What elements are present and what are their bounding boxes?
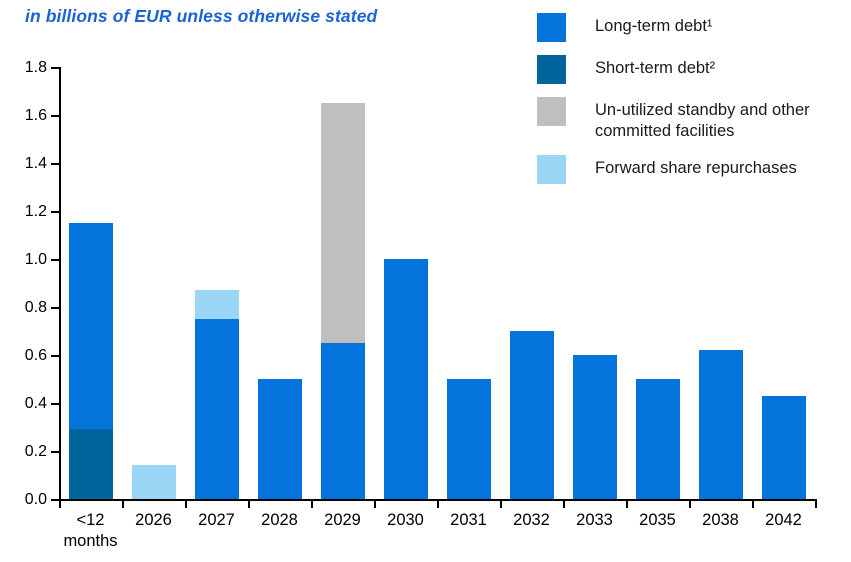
x-axis-tick [122, 501, 124, 508]
y-axis-tick [51, 355, 59, 357]
bar-segment [509, 331, 554, 499]
legend-label: Un-utilized standby and other committed … [595, 101, 810, 141]
y-axis-tick [51, 499, 59, 501]
x-axis-tick [374, 501, 376, 508]
bar-segment [320, 343, 365, 499]
bar-segment [131, 465, 176, 499]
x-axis-label: 2033 [576, 511, 613, 529]
bar-segment [446, 379, 491, 499]
x-axis-tick [626, 501, 628, 508]
x-axis-label: <12 months [63, 511, 118, 551]
y-axis-tick [51, 307, 59, 309]
x-axis-tick [815, 501, 817, 508]
legend-swatch-icon [537, 155, 566, 185]
chart-title: in billions of EUR unless otherwise stat… [25, 6, 378, 26]
x-axis-tick [437, 501, 439, 508]
x-axis-label: 2026 [135, 511, 172, 529]
y-axis-line [59, 67, 61, 501]
x-axis-label: 2029 [324, 511, 361, 529]
x-axis-label: 2042 [765, 511, 802, 529]
x-axis-label: 2031 [450, 511, 487, 529]
legend-swatch-icon [537, 97, 566, 126]
x-axis-label: 2035 [639, 511, 676, 529]
legend-item: Long-term debt¹ [537, 13, 837, 42]
y-axis-label: 1.8 [24, 59, 47, 76]
x-axis-label: 2030 [387, 511, 424, 529]
bar-segment [68, 429, 113, 499]
y-axis-label: 0.8 [24, 299, 47, 316]
legend-item: Short-term debt² [537, 55, 837, 84]
bar-segment [194, 290, 239, 319]
legend-item: Forward share repurchases [537, 155, 837, 185]
y-axis-tick [51, 163, 59, 165]
x-axis-label: 2032 [513, 511, 550, 529]
legend-label: Long-term debt¹ [595, 17, 713, 35]
legend-item: Un-utilized standby and other committed … [537, 97, 837, 142]
y-axis-tick [51, 451, 59, 453]
legend-label: Forward share repurchases [595, 159, 797, 178]
x-axis-tick [752, 501, 754, 508]
bar-segment [383, 259, 428, 499]
bar-segment [572, 355, 617, 499]
y-axis-label: 0.0 [24, 491, 47, 508]
x-axis-label: 2038 [702, 511, 739, 529]
y-axis-label: 0.6 [24, 347, 47, 364]
y-axis-tick [51, 403, 59, 405]
y-axis-tick [51, 211, 59, 213]
legend: Long-term debt¹ Short-term debt² Un-utiliz… [537, 13, 837, 185]
y-axis-label: 1.6 [24, 107, 47, 124]
x-axis-label: 2028 [261, 511, 298, 529]
bar-segment [194, 319, 239, 499]
y-axis-label: 0.4 [24, 395, 47, 412]
y-axis-tick [51, 259, 59, 261]
y-axis-label: 1.4 [24, 155, 47, 172]
x-axis-tick [689, 501, 691, 508]
bar-segment [698, 350, 743, 499]
y-axis-label: 1.2 [24, 203, 47, 220]
x-axis-line [59, 499, 817, 501]
x-axis-tick [185, 501, 187, 508]
y-axis-tick [51, 67, 59, 69]
bar-segment [257, 379, 302, 499]
y-axis-label: 0.2 [24, 443, 47, 460]
x-axis-label: 2027 [198, 511, 235, 529]
bar-segment [635, 379, 680, 499]
y-axis-label: 1.0 [24, 251, 47, 268]
x-axis-tick [311, 501, 313, 508]
legend-swatch-icon [537, 55, 566, 84]
bar-segment [68, 223, 113, 430]
x-axis-tick [500, 501, 502, 508]
x-axis-tick [59, 501, 61, 508]
x-axis-tick [248, 501, 250, 508]
bar-segment [761, 395, 806, 499]
x-axis-tick [563, 501, 565, 508]
y-axis-tick [51, 115, 59, 117]
legend-swatch-icon [537, 13, 566, 42]
bar-segment [320, 103, 365, 343]
legend-label: Short-term debt² [595, 59, 716, 77]
